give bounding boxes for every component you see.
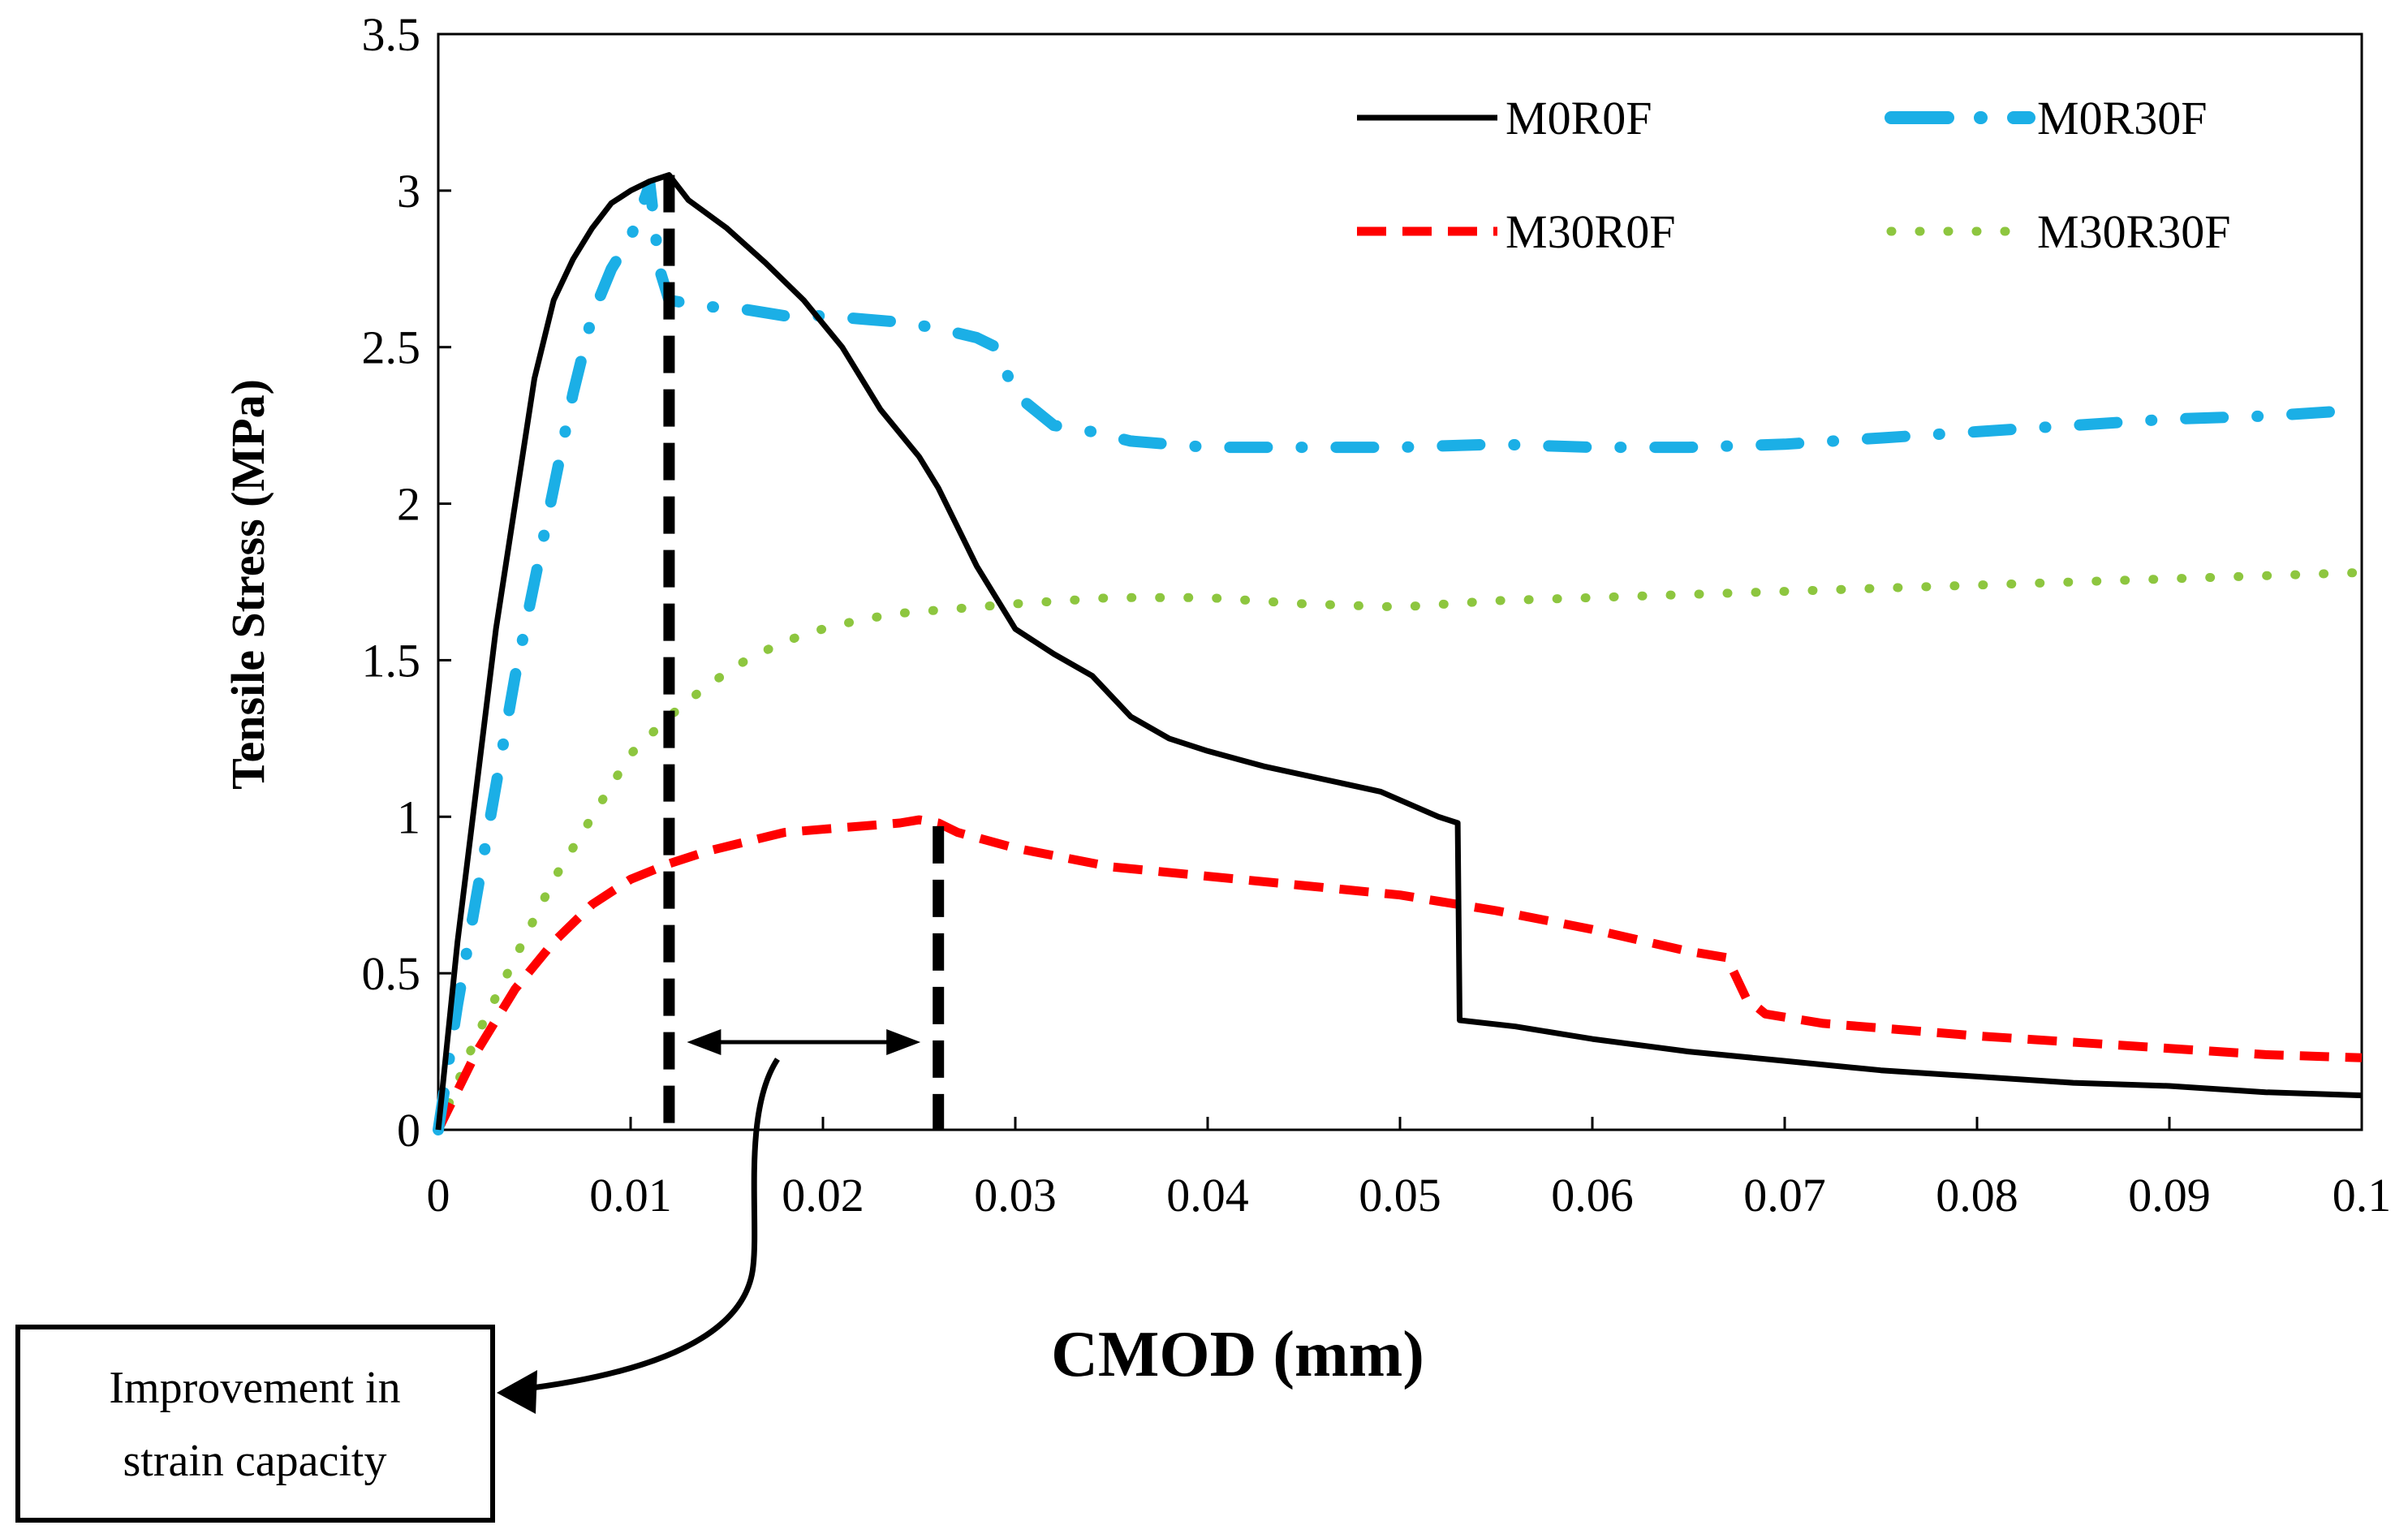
y-tick-label: 3: [397, 165, 420, 218]
x-tick-label: 0: [427, 1169, 450, 1222]
annotation-box: Improvement in strain capacity: [15, 1325, 495, 1523]
x-tick-label: 0.02: [782, 1169, 864, 1222]
legend-label-M0R30F: M0R30F: [2037, 92, 2208, 144]
x-tick-label: 0.08: [1936, 1169, 2018, 1222]
callout-arrow-head: [497, 1370, 537, 1414]
y-tick-label: 2: [397, 478, 420, 531]
annotations: [497, 175, 945, 1414]
y-tick-label: 1.5: [362, 634, 421, 687]
series-line-M0R0F: [435, 172, 2363, 1131]
x-tick-label: 0.1: [2333, 1169, 2392, 1222]
y-tick-label: 0.5: [362, 947, 421, 1000]
x-tick-label: 0.03: [974, 1169, 1057, 1222]
x-tick-label: 0.07: [1743, 1169, 1826, 1222]
strain-arrow-head-right: [886, 1029, 921, 1055]
x-tick-label: 0.04: [1166, 1169, 1249, 1222]
x-axis-title: CMOD (mm): [1051, 1319, 1424, 1390]
legend-label-M30R30F: M30R30F: [2037, 205, 2231, 258]
legend: M0R0F M0R30F M30R0F M30R30F: [1357, 92, 2231, 258]
legend-label-M30R0F: M30R0F: [1506, 205, 1676, 258]
strain-arrow-head-left: [687, 1029, 722, 1055]
y-tick-label: 0: [397, 1104, 420, 1157]
y-tick-label: 1: [397, 791, 420, 843]
axis-ticks: 0 0.5 1 1.5 2 2.5 3 3.5 0 0.01 0.02 0.03 0.04 0.05 0.0…: [362, 8, 2392, 1222]
legend-label-M0R0F: M0R0F: [1506, 92, 1652, 144]
x-tick-label: 0.09: [2128, 1169, 2211, 1222]
series-line-M30R0F: [434, 815, 2363, 1132]
annotation-text-line-2: strain capacity: [123, 1436, 387, 1486]
y-tick-label: 3.5: [362, 8, 421, 61]
y-axis-title: Tensile Stress (MPa): [222, 379, 274, 790]
y-tick-label: 2.5: [362, 321, 421, 374]
x-tick-label: 0.06: [1551, 1169, 1634, 1222]
series-group: [433, 172, 2367, 1135]
x-tick-label: 0.05: [1359, 1169, 1441, 1222]
series-line-M30R30F: [433, 567, 2367, 1135]
annotation-box-frame: [15, 1325, 495, 1523]
annotation-text-line-1: Improvement in: [109, 1363, 400, 1413]
callout-arrow: [519, 1058, 780, 1393]
x-tick-label: 0.01: [589, 1169, 672, 1222]
